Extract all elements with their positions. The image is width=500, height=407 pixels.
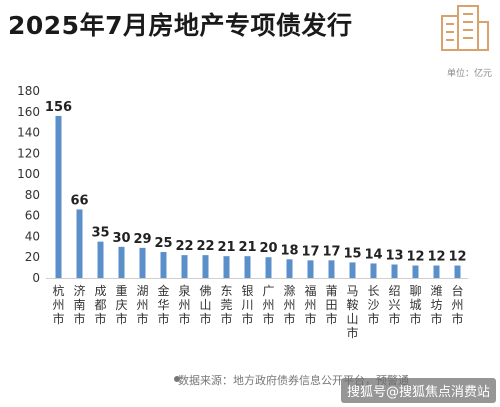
x-tick-label: 金华市 — [157, 283, 169, 326]
data-label: 14 — [364, 247, 382, 262]
x-tick-label: 绍兴市 — [388, 284, 400, 326]
x-tick-label: 湖州市 — [136, 283, 148, 326]
data-label: 20 — [259, 241, 277, 256]
bar — [286, 259, 293, 278]
x-tick-label: 杭州市 — [52, 283, 64, 326]
y-tick-label: 60 — [25, 209, 40, 223]
bar — [244, 256, 251, 278]
y-tick-label: 180 — [17, 84, 40, 98]
bar — [76, 209, 83, 278]
x-tick-label: 成都市 — [94, 284, 106, 326]
data-label: 12 — [406, 250, 424, 265]
y-tick-label: 100 — [17, 167, 40, 181]
x-tick-label: 重庆市 — [115, 284, 127, 326]
bar — [181, 255, 188, 278]
bar — [454, 265, 461, 278]
data-label: 13 — [385, 248, 403, 263]
bar — [55, 115, 62, 278]
x-tick-label: 济南市 — [73, 283, 85, 326]
bar — [391, 264, 398, 278]
bar — [412, 265, 419, 278]
x-tick-label: 东莞市 — [220, 284, 232, 326]
data-label: 18 — [280, 243, 298, 258]
data-label: 25 — [154, 236, 172, 251]
x-tick-label: 长沙市 — [367, 284, 379, 326]
x-tick-label: 莆田市 — [325, 284, 337, 326]
watermark: 搜狐号@搜狐焦点消费站 — [340, 378, 496, 403]
chart-title: 2025年7月房地产专项债发行 — [8, 11, 353, 40]
bar — [118, 246, 125, 278]
y-tick-label: 160 — [17, 105, 40, 119]
data-label: 15 — [343, 246, 361, 261]
data-label: 22 — [196, 239, 214, 254]
data-label: 22 — [175, 239, 193, 254]
y-tick-label: 80 — [25, 188, 40, 202]
bar-chart: 0 20 40 60 80 100 120 140 160 180 156 杭州市 66 济南市 35 成都市… — [17, 84, 468, 340]
building-logo-icon — [441, 5, 489, 51]
bar — [223, 256, 230, 278]
data-label: 17 — [301, 244, 319, 259]
x-tick-label: 福州市 — [304, 283, 316, 326]
bar — [433, 265, 440, 278]
x-tick-label: 泉州市 — [178, 284, 190, 326]
x-tick-label: 聊城市 — [409, 284, 421, 326]
data-label: 156 — [45, 100, 72, 115]
unit-label: 单位：亿元 — [446, 69, 492, 79]
data-label: 66 — [70, 193, 88, 208]
bar — [370, 263, 377, 278]
data-label: 17 — [322, 244, 340, 259]
data-label: 12 — [448, 250, 466, 265]
y-tick-label: 120 — [17, 146, 40, 160]
x-tick-label: 滁州市 — [283, 283, 295, 326]
bar — [265, 257, 272, 278]
x-tick-label: 马鞍山市 — [346, 284, 358, 340]
x-tick-label: 广州市 — [262, 284, 274, 326]
data-label: 21 — [238, 240, 256, 255]
y-tick-label: 40 — [25, 229, 40, 243]
data-label: 30 — [112, 231, 130, 246]
bar — [307, 260, 314, 278]
bar — [97, 241, 104, 278]
data-label: 12 — [427, 250, 445, 265]
y-tick-label: 20 — [25, 250, 40, 264]
x-tick-label: 银川市 — [241, 284, 253, 326]
y-tick-label: 140 — [17, 126, 40, 140]
x-tick-label: 潍坊市 — [430, 284, 442, 326]
bar — [160, 252, 167, 278]
data-label: 21 — [217, 240, 235, 255]
bar — [139, 247, 146, 278]
x-tick-label: 台州市 — [451, 283, 463, 326]
data-label: 35 — [91, 226, 109, 241]
bar — [202, 255, 209, 278]
y-tick-label: 0 — [32, 271, 40, 285]
source-bullet — [174, 376, 180, 382]
data-label: 29 — [133, 232, 151, 247]
bar — [349, 262, 356, 278]
bar — [328, 260, 335, 278]
x-tick-label: 佛山市 — [199, 284, 211, 326]
